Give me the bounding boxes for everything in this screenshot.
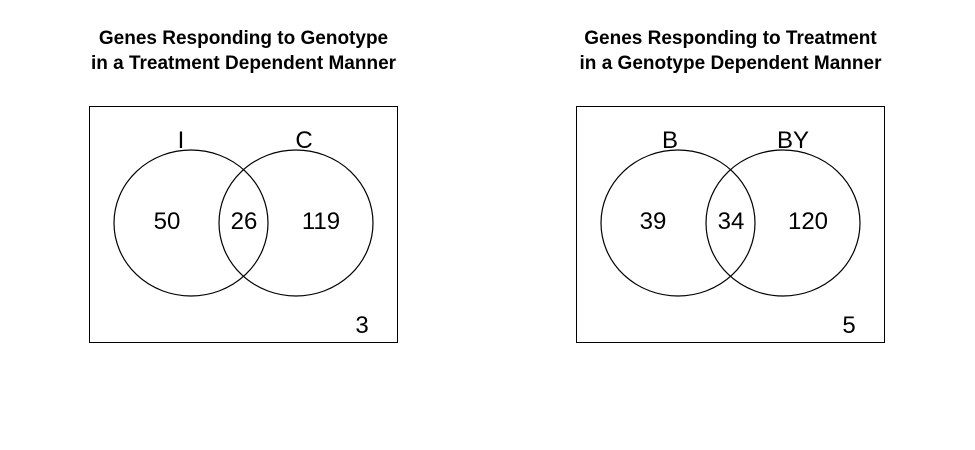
- set-a-label: I: [177, 127, 185, 154]
- venn-panel-genotype: Genes Responding to Genotype in a Treatm…: [0, 0, 487, 450]
- count-outside: 5: [842, 312, 856, 339]
- venn-title: Genes Responding to Treatment in a Genot…: [487, 26, 974, 76]
- count-only-a: 50: [153, 208, 181, 235]
- count-only-b: 120: [787, 208, 829, 235]
- count-intersection: 26: [230, 208, 258, 235]
- count-outside: 3: [355, 312, 369, 339]
- venn-circle-a: [600, 149, 756, 297]
- set-b-label: BY: [776, 127, 809, 154]
- set-a-label: B: [661, 127, 678, 154]
- venn-title: Genes Responding to Genotype in a Treatm…: [0, 26, 487, 76]
- count-only-a: 39: [639, 208, 667, 235]
- venn-frame: B BY 39 34 120 5: [576, 106, 885, 343]
- set-b-label: C: [295, 127, 313, 154]
- count-only-b: 119: [301, 208, 341, 235]
- venn-frame: I C 50 26 119 3: [89, 106, 398, 343]
- venn-circles: [113, 149, 374, 297]
- venn-panel-treatment: Genes Responding to Treatment in a Genot…: [487, 0, 974, 450]
- count-intersection: 34: [717, 208, 745, 235]
- venn-title-line1: Genes Responding to Treatment: [584, 28, 877, 49]
- venn-circle-a: [113, 149, 269, 297]
- venn-circle-b: [705, 149, 861, 297]
- venn-circle-b: [218, 149, 374, 297]
- venn-title-line2: in a Treatment Dependent Manner: [90, 53, 397, 74]
- venn-title-line2: in a Genotype Dependent Manner: [579, 53, 882, 74]
- venn-circles: [600, 149, 861, 297]
- venn-title-line1: Genes Responding to Genotype: [98, 28, 389, 49]
